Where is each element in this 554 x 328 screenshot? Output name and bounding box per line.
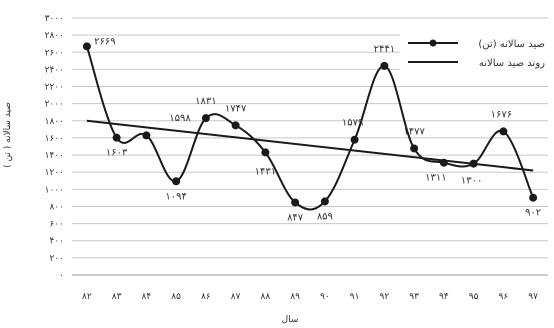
data-label: ۱۰۹۴ <box>165 191 186 202</box>
y-tick-label: ۲۰۰۰ <box>45 100 64 110</box>
data-point <box>320 197 329 206</box>
legend-label-annual: صید سالانه (تن) <box>478 39 545 50</box>
data-labels: ۲۶۶۹ ۱۶۰۳ ۱۰۹۴ ۱۸۳۱ ۱۷۴۷ ۱۴۳۱ ۸۴۷ ۸۵۹ ۱۵۷۹ ۲۴۴۱ ۱۴… <box>94 36 541 223</box>
data-label: ۲۴۴۱ <box>374 44 395 55</box>
y-axis-ticks: ۰ ۲۰۰ ۴۰۰ ۶۰۰ ۸۰۰ ۱۰۰۰ ۱۲۰۰ ۱۴۰۰ ۱۶۰۰ ۱۸۰۰ ۲۰۰۰ ۲۲۰… <box>45 14 64 281</box>
data-label: ۱۴۷۷ <box>403 126 425 137</box>
data-label: ۹۰۲ <box>525 208 541 219</box>
data-point <box>231 121 240 130</box>
x-tick-label: ۸۶ <box>201 292 211 302</box>
x-tick-label: ۸۷ <box>231 292 241 302</box>
data-label: ۱۶۰۳ <box>106 148 128 159</box>
data-label: ۱۳۰۰ <box>461 176 482 187</box>
x-tick-label: ۹۷ <box>528 292 538 302</box>
y-tick-label: ۲۰۰ <box>49 254 64 264</box>
data-label: ۸۵۹ <box>317 211 333 222</box>
series-markers <box>82 42 538 207</box>
x-tick-label: ۸۳ <box>112 292 122 302</box>
x-tick-label: ۸۴ <box>142 292 152 302</box>
x-tick-label: ۸۹ <box>290 292 300 302</box>
data-label: ۱۴۳۱ <box>255 166 276 177</box>
legend-marker-annual <box>429 39 437 47</box>
y-tick-label: ۲۲۰۰ <box>45 83 64 93</box>
x-tick-label: ۹۴ <box>439 292 449 302</box>
y-tick-label: ۱۴۰۰ <box>45 151 64 161</box>
x-tick-label: ۹۶ <box>499 292 509 302</box>
x-tick-label: ۹۵ <box>469 292 479 302</box>
data-label: ۱۳۱۱ <box>425 173 446 184</box>
data-label: ۱۷۴۷ <box>225 103 247 114</box>
data-point <box>469 159 478 168</box>
x-tick-label: ۹۲ <box>380 292 390 302</box>
trendline-line <box>86 119 534 172</box>
data-label: ۱۶۷۶ <box>491 109 512 120</box>
data-label: ۱۵۹۸ <box>169 113 191 124</box>
data-point <box>439 158 448 167</box>
data-point <box>201 114 210 123</box>
x-tick-label: ۸۲ <box>82 292 92 302</box>
annual-catch-line <box>85 46 535 211</box>
data-point <box>499 127 508 136</box>
legend-box <box>400 30 550 72</box>
y-tick-label: ۲۴۰۰ <box>45 65 64 75</box>
y-axis-title: صید سالانه ( تن ) <box>3 102 13 168</box>
data-point <box>82 42 91 51</box>
data-label: ۲۶۶۹ <box>94 36 115 47</box>
y-tick-label: ۶۰۰ <box>49 220 64 230</box>
x-tick-label: ۹۱ <box>350 292 360 302</box>
y-tick-label: ۴۰۰ <box>49 237 64 247</box>
data-label: ۱۸۳۱ <box>195 96 216 107</box>
legend: صید سالانه (تن) روند صید سالانه <box>400 30 550 72</box>
data-label: ۱۵۷۹ <box>342 118 363 129</box>
x-tick-label: ۹۰ <box>320 292 330 302</box>
data-point <box>380 61 389 70</box>
y-tick-label: ۱۲۰۰ <box>45 168 64 178</box>
data-point <box>112 133 121 142</box>
y-tick-label: ۸۰۰ <box>49 202 64 212</box>
data-point <box>529 193 538 202</box>
legend-label-trend: روند صید سالانه <box>479 58 545 69</box>
data-point <box>410 144 419 153</box>
y-tick-label: ۱۸۰۰ <box>45 117 64 127</box>
y-tick-label: ۱۶۰۰ <box>45 134 64 144</box>
data-point <box>291 198 300 207</box>
x-axis-ticks: ۸۲ ۸۳ ۸۴ ۸۵ ۸۶ ۸۷ ۸۸ ۸۹ ۹۰ ۹۱ ۹۲ ۹۳ ۹۴ ۹۵ ۹۶ ۹۷ <box>82 292 538 302</box>
data-point <box>172 177 181 186</box>
x-axis-title: سال <box>282 315 299 324</box>
data-label: ۸۴۷ <box>287 212 304 223</box>
data-point <box>142 131 151 140</box>
data-point <box>261 148 270 157</box>
x-tick-label: ۹۳ <box>409 292 419 302</box>
y-tick-label: ۱۰۰۰ <box>45 185 64 195</box>
series-line <box>85 46 535 211</box>
y-tick-label: ۰ <box>59 271 64 281</box>
data-point <box>350 135 359 144</box>
y-tick-label: ۲۸۰۰ <box>45 31 64 41</box>
y-tick-label: ۳۰۰۰ <box>45 14 64 24</box>
x-tick-label: ۸۸ <box>261 292 271 302</box>
x-tick-label: ۸۵ <box>171 292 181 302</box>
y-tick-label: ۲۶۰۰ <box>45 48 64 58</box>
trendline <box>86 119 534 172</box>
